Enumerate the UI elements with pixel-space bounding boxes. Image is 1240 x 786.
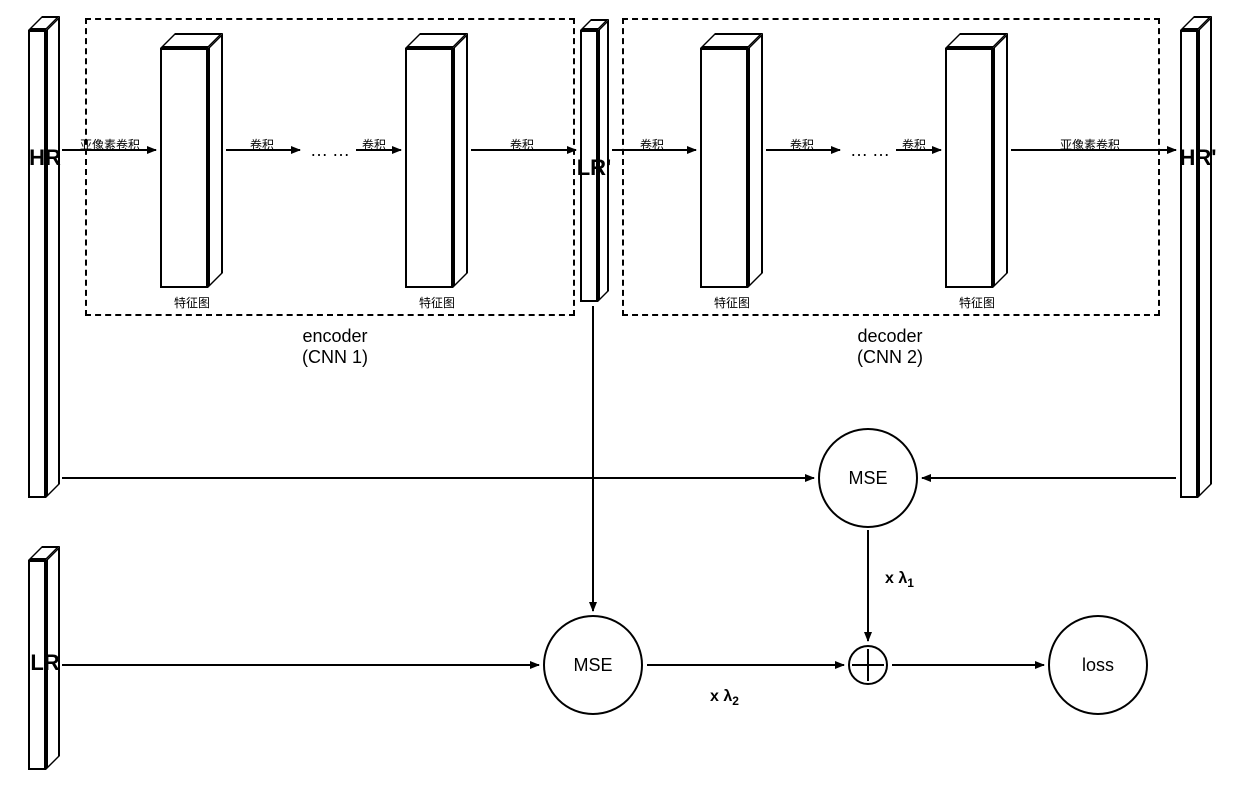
- encoder-label-line1: encoder: [302, 326, 367, 346]
- op-conv2: 卷积: [362, 136, 386, 153]
- op-conv-dec2: 卷积: [790, 136, 814, 153]
- dec-fm1-label: 特征图: [700, 294, 764, 311]
- decoder-label: decoder (CNN 2): [810, 326, 970, 368]
- enc-fm2-label: 特征图: [405, 294, 469, 311]
- lambda1-label: x λ1: [885, 570, 914, 590]
- lambda1-symbol: λ: [898, 570, 907, 587]
- lambda2-label: x λ2: [710, 688, 739, 708]
- dots-decoder: ……: [850, 140, 894, 161]
- dots-encoder: ……: [310, 140, 354, 161]
- encoder-label-line2: (CNN 1): [302, 347, 368, 367]
- lambda2-prefix: x: [710, 688, 723, 705]
- mse-left-label: MSE: [573, 655, 612, 676]
- op-conv-dec3: 卷积: [902, 136, 926, 153]
- encoder-box: [85, 18, 575, 316]
- mse-left-node: MSE: [543, 615, 643, 715]
- encoder-label: encoder (CNN 1): [255, 326, 415, 368]
- hr-prime-label: HR': [1174, 145, 1222, 171]
- decoder-label-line1: decoder: [857, 326, 922, 346]
- decoder-label-line2: (CNN 2): [857, 347, 923, 367]
- plus-node: [848, 645, 888, 685]
- lr-label: LR: [24, 650, 66, 676]
- loss-label: loss: [1082, 655, 1114, 676]
- op-conv-dec1: 卷积: [640, 136, 664, 153]
- loss-node: loss: [1048, 615, 1148, 715]
- mse-top-node: MSE: [818, 428, 918, 528]
- op-subpix-dec: 亚像素卷积: [1060, 136, 1120, 153]
- lambda2-sub: 2: [732, 694, 739, 708]
- lambda1-sub: 1: [907, 576, 914, 590]
- dec-fm2-label: 特征图: [945, 294, 1009, 311]
- hr-label: HR: [24, 145, 66, 171]
- lr-prime-label: LR': [570, 155, 618, 181]
- op-conv-to-lrp: 卷积: [510, 136, 534, 153]
- lambda1-prefix: x: [885, 570, 898, 587]
- enc-fm1-label: 特征图: [160, 294, 224, 311]
- mse-top-label: MSE: [848, 468, 887, 489]
- lambda2-symbol: λ: [723, 688, 732, 705]
- op-subpix-enc: 亚像素卷积: [80, 136, 140, 153]
- op-conv1: 卷积: [250, 136, 274, 153]
